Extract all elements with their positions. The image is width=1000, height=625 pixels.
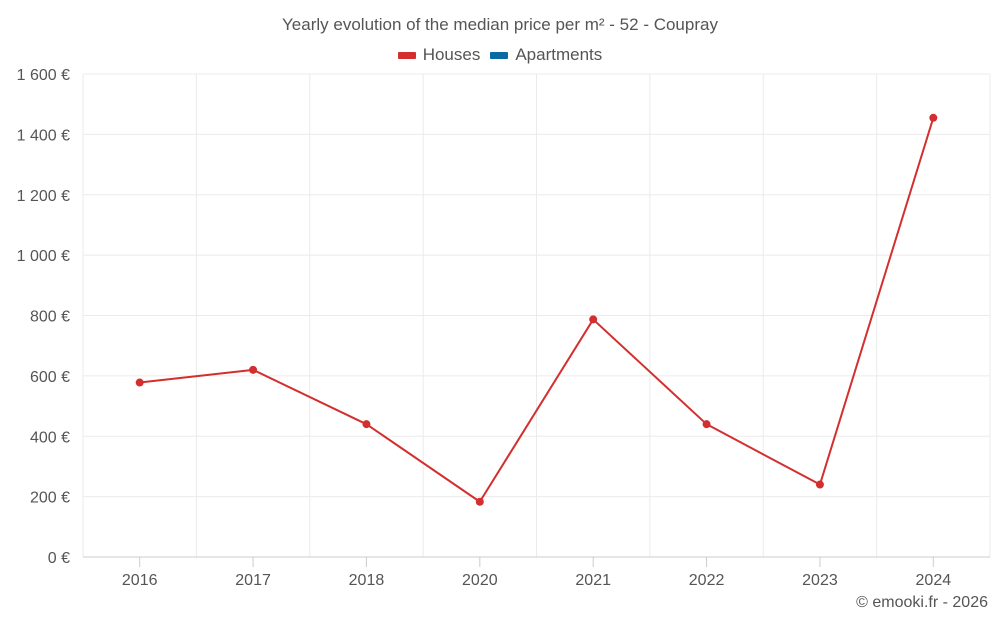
x-tick-label: 2021 [575, 572, 611, 589]
chart-legend: Houses Apartments [0, 45, 1000, 65]
y-tick-label: 1 400 € [17, 127, 70, 144]
x-tick-label: 2017 [235, 572, 271, 589]
data-point-houses[interactable] [929, 113, 938, 122]
series-line-houses [139, 117, 935, 503]
data-point-houses[interactable] [249, 365, 258, 374]
legend-label-houses: Houses [422, 45, 481, 64]
legend-item-apartments[interactable]: Apartments [490, 45, 602, 65]
y-tick-label: 1 600 € [17, 67, 70, 84]
legend-swatch-houses [397, 51, 416, 59]
x-tick-label: 2024 [916, 572, 952, 589]
legend-item-houses[interactable]: Houses [397, 45, 481, 65]
x-tick-label: 2022 [689, 572, 725, 589]
legend-label-apartments: Apartments [515, 45, 603, 64]
y-tick-label: 400 € [30, 429, 70, 446]
y-tick-label: 800 € [30, 309, 70, 326]
data-point-houses[interactable] [475, 497, 484, 506]
y-tick-label: 0 € [48, 550, 70, 567]
y-tick-label: 1 000 € [17, 248, 70, 265]
x-tick-label: 2020 [462, 572, 498, 589]
y-tick-label: 1 200 € [17, 188, 70, 205]
chart-title: Yearly evolution of the median price per… [282, 15, 718, 34]
data-point-houses[interactable] [702, 420, 711, 429]
data-point-houses[interactable] [135, 378, 144, 387]
x-tick-label: 2016 [122, 572, 158, 589]
data-point-houses[interactable] [815, 480, 824, 489]
x-tick-label: 2018 [349, 572, 385, 589]
y-tick-label: 200 € [30, 490, 70, 507]
data-point-houses[interactable] [362, 420, 371, 429]
data-point-houses[interactable] [589, 315, 598, 324]
legend-swatch-apartments [490, 51, 509, 59]
credit-text: © emooki.fr - 2026 [856, 594, 988, 611]
y-tick-label: 600 € [30, 369, 70, 386]
x-tick-label: 2023 [802, 572, 838, 589]
